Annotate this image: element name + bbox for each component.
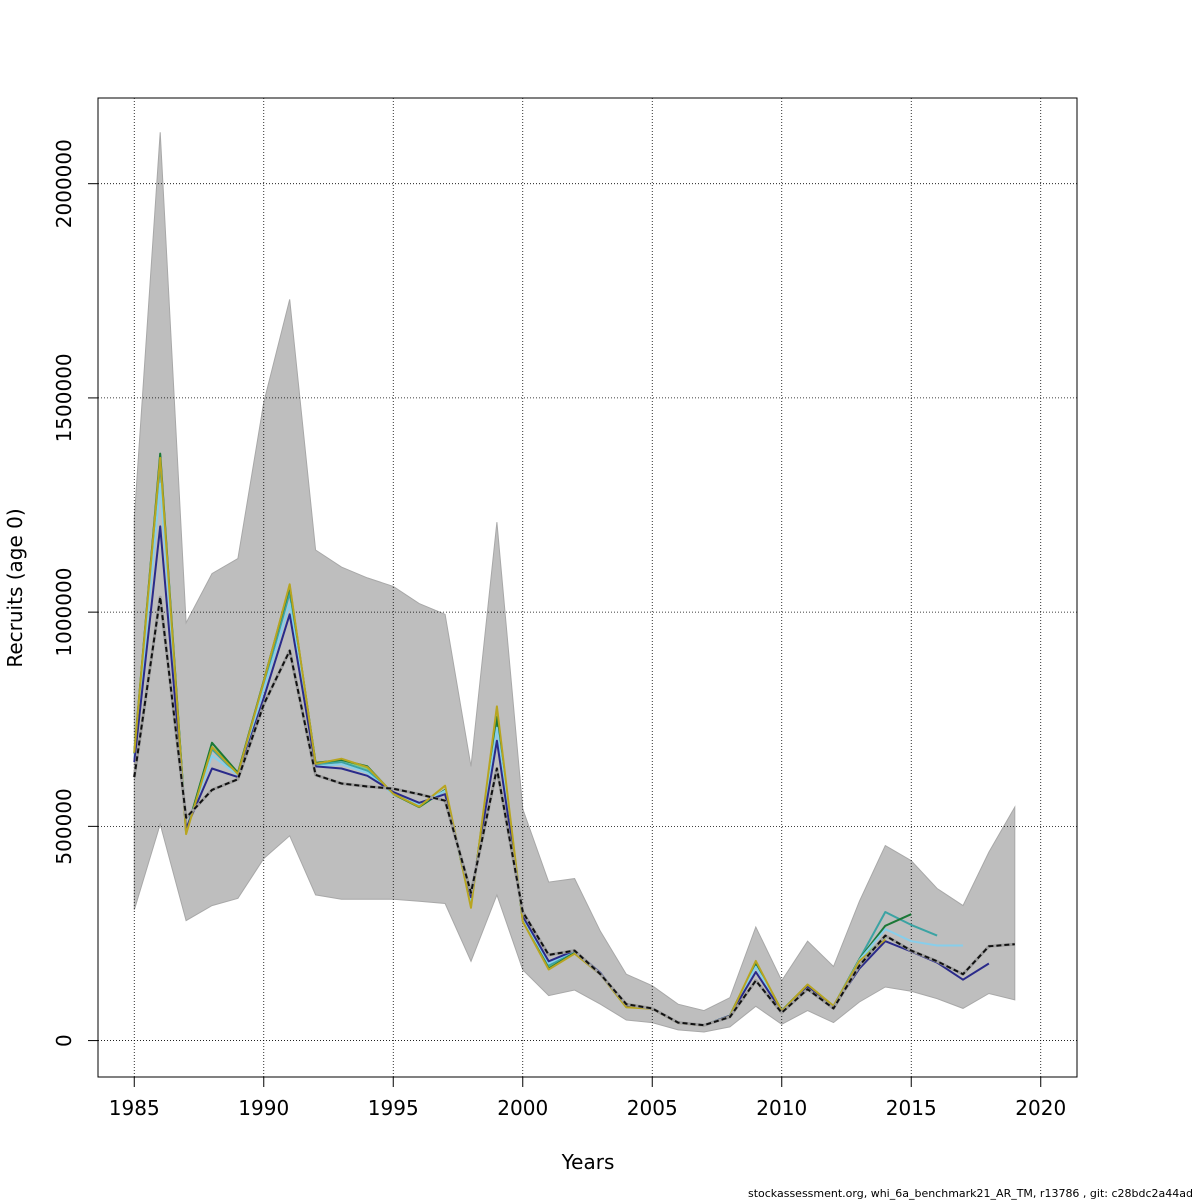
x-tick-label: 2005 <box>627 1096 678 1120</box>
confidence-band-layer <box>133 132 1016 1033</box>
y-tick-label: 500000 <box>52 788 76 864</box>
y-tick-label: 1500000 <box>52 353 76 442</box>
series-line-5 <box>133 456 886 1027</box>
series-line-6 <box>133 596 1015 1027</box>
grid-layer <box>98 98 1077 1077</box>
y-axis-label: Recruits (age 0) <box>3 508 27 667</box>
x-tick-label: 1985 <box>109 1096 160 1120</box>
x-tick-label: 2000 <box>497 1096 548 1120</box>
x-tick-label: 2020 <box>1015 1096 1066 1120</box>
series-layer <box>132 452 1015 1027</box>
x-tick-label: 1995 <box>368 1096 419 1120</box>
x-tick-label: 1990 <box>238 1096 289 1120</box>
y-axis: 0 500000 1000000 1500000 2000000 <box>52 139 98 1047</box>
y-tick-label: 1000000 <box>52 568 76 657</box>
x-axis: 1985 1990 1995 2000 2005 2010 2015 2020 <box>109 1077 1066 1120</box>
y-tick-label: 0 <box>52 1034 76 1047</box>
footer-note: stockassessment.org, whi_6a_benchmark21_… <box>748 1187 1193 1200</box>
y-tick-label: 2000000 <box>52 139 76 228</box>
confidence-band <box>133 132 1016 1033</box>
plot-frame <box>97 97 1078 1078</box>
x-tick-label: 2010 <box>756 1096 807 1120</box>
x-axis-label: Years <box>561 1150 615 1174</box>
x-tick-label: 2015 <box>886 1096 937 1120</box>
